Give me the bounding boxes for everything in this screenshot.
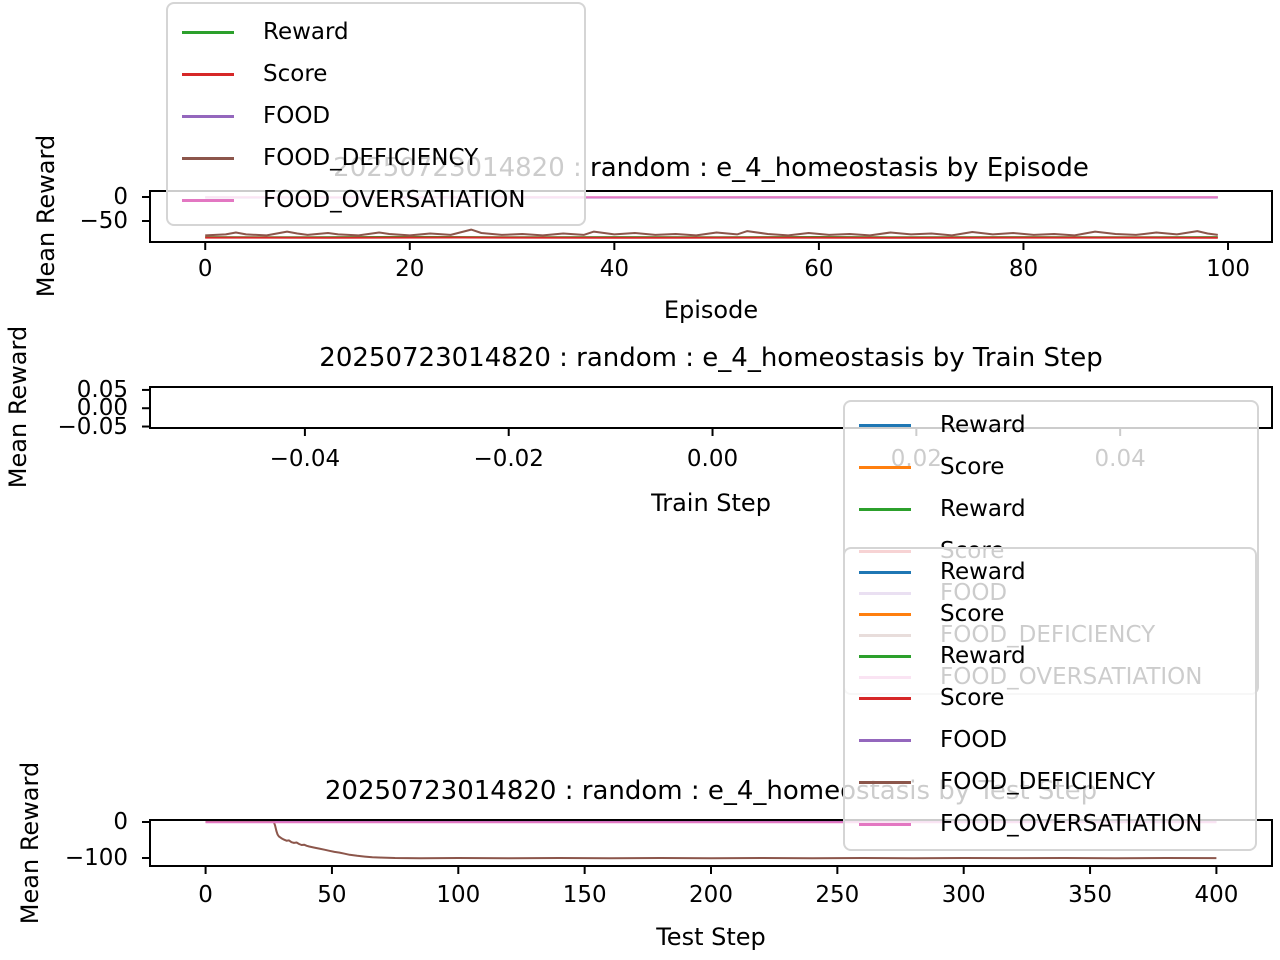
episode-plot-xlabel: Episode [663, 296, 759, 324]
legend-entry-label: FOOD [263, 103, 331, 129]
y-tick-label: 0 [113, 184, 128, 210]
axes-box [149, 190, 1273, 243]
train-plot-xlabel: Train Step [651, 489, 771, 517]
x-tick-label: 100 [1206, 256, 1250, 282]
legend-entry: FOOD_DEFICIENCY [168, 137, 584, 179]
legend-entry: FOOD_OVERSATIATION [168, 179, 584, 221]
test-plot-xlabel: Test Step [656, 923, 766, 951]
legend-entry: Score [845, 446, 1257, 488]
series-line-food_deficiency [205, 228, 1218, 237]
test-plot-ylabel: Mean Reward [16, 761, 44, 925]
legend-entry-label: Score [940, 685, 1005, 711]
legend-entry: Reward [845, 635, 1255, 677]
legend-line-sample [859, 507, 911, 511]
legend-line-sample [859, 780, 911, 784]
legend-entry: Reward [845, 404, 1257, 446]
legend-entry: Score [168, 53, 584, 95]
x-tick-label: 50 [317, 882, 347, 908]
legend-entry-label: Reward [940, 559, 1026, 585]
legend-entry-label: FOOD [940, 727, 1008, 753]
x-tick-label: 250 [815, 882, 860, 908]
legend-entry-label: FOOD_DEFICIENCY [263, 145, 479, 171]
train-plot-title: 20250723014820 : random : e_4_homeostasi… [319, 343, 1103, 373]
x-tick-label: 400 [1194, 882, 1239, 908]
x-tick-label: 0 [197, 256, 213, 282]
legend-line-sample [182, 156, 234, 160]
series-line-food_deficiency [205, 820, 1217, 860]
legend-entry-label: Score [263, 61, 328, 87]
legend-entry-label: FOOD_DEFICIENCY [940, 769, 1156, 795]
legend-entry: FOOD [168, 95, 584, 137]
legend-entry-label: Reward [940, 496, 1026, 522]
legend-line-sample [859, 612, 911, 616]
x-tick-label: 100 [436, 882, 481, 908]
y-tick-label: −50 [79, 208, 128, 234]
legend-entry: Score [845, 677, 1255, 719]
x-tick-label: 0 [198, 882, 213, 908]
legend-entry: Reward [845, 488, 1257, 530]
y-tick-label: 0.05 [76, 376, 128, 403]
y-tick-label: −100 [64, 845, 128, 871]
y-tick-label: −0.05 [57, 413, 128, 440]
x-tick-label: 0.00 [686, 446, 739, 472]
legend-line-sample [182, 114, 234, 118]
legend-entry: FOOD_DEFICIENCY [845, 761, 1255, 803]
y-tick-label: 0 [113, 808, 128, 835]
x-tick-label: −0.04 [269, 446, 341, 472]
legend-entry: FOOD_OVERSATIATION [845, 803, 1255, 845]
x-tick-label: 150 [562, 882, 607, 908]
x-tick-label: 200 [689, 882, 733, 908]
legend-line-sample [859, 570, 911, 574]
legend-entry: Reward [168, 11, 584, 53]
legend-entry-label: Reward [940, 412, 1026, 438]
legend-line-sample [859, 423, 911, 427]
legend-entry-label: FOOD_OVERSATIATION [263, 187, 526, 213]
legend-entry-label: Score [940, 454, 1005, 480]
legend-entry: FOOD [845, 719, 1255, 761]
legend-entry: Score [845, 593, 1255, 635]
x-tick-label: 40 [599, 256, 629, 282]
legend-line-sample [859, 822, 911, 826]
legend-entry-label: Reward [940, 643, 1026, 669]
legend-line-sample [859, 696, 911, 700]
legend-entry: Reward [845, 551, 1255, 593]
episode-plot-legend: Reward Score FOOD FOOD_DEFICIENCY FOOD_OVERS… [166, 2, 586, 226]
legend-line-sample [182, 198, 234, 202]
legend-entry-label: FOOD_OVERSATIATION [940, 811, 1203, 837]
legend-line-sample [859, 465, 911, 469]
legend-line-sample [859, 654, 911, 658]
x-tick-label: 300 [941, 882, 986, 908]
y-tick-label: 0.00 [76, 395, 128, 422]
legend-line-sample [859, 738, 911, 742]
x-tick-label: 20 [395, 256, 425, 282]
test-plot-legend: Reward Score Reward Score FOOD FOOD_DEFICIENC… [843, 547, 1257, 851]
legend-entry-label: Reward [263, 19, 349, 45]
x-tick-label: −0.02 [473, 446, 544, 472]
legend-line-sample [182, 30, 234, 34]
x-tick-label: 80 [1008, 256, 1039, 282]
x-tick-label: 60 [804, 256, 834, 282]
legend-entry-label: Score [940, 601, 1005, 627]
x-tick-label: 350 [1068, 882, 1112, 908]
legend-line-sample [182, 72, 234, 76]
